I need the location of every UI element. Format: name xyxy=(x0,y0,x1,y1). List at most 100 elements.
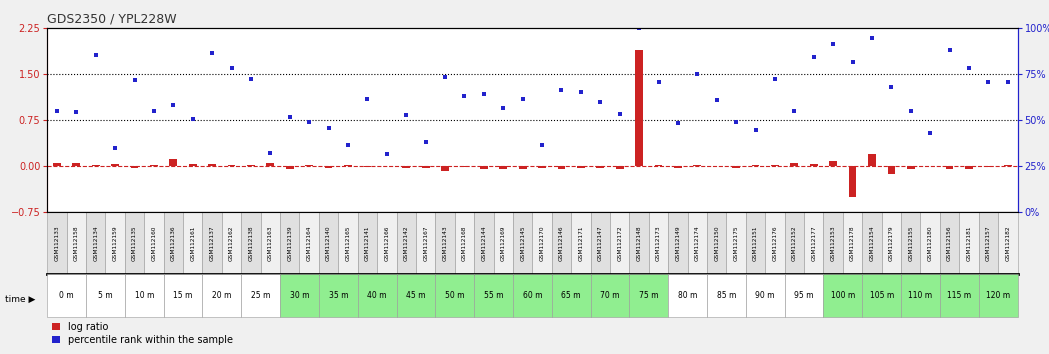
Bar xyxy=(325,166,333,167)
Bar xyxy=(869,154,876,166)
Bar xyxy=(47,212,67,274)
Bar xyxy=(1004,165,1011,166)
Bar xyxy=(611,212,629,274)
Text: GSM112176: GSM112176 xyxy=(772,225,777,261)
Bar xyxy=(358,274,397,317)
Text: GSM112158: GSM112158 xyxy=(73,225,79,261)
Bar xyxy=(693,165,701,166)
Bar xyxy=(53,163,61,166)
Text: 40 m: 40 m xyxy=(367,291,387,300)
Bar xyxy=(648,212,668,274)
Text: 0 m: 0 m xyxy=(60,291,73,300)
Bar xyxy=(164,212,183,274)
Bar xyxy=(791,163,798,166)
Text: 65 m: 65 m xyxy=(561,291,581,300)
Text: GSM112146: GSM112146 xyxy=(559,225,564,261)
Bar xyxy=(591,274,629,317)
Bar xyxy=(921,212,940,274)
Text: GSM112134: GSM112134 xyxy=(93,225,99,261)
Bar xyxy=(552,274,591,317)
Bar xyxy=(415,212,435,274)
Text: 30 m: 30 m xyxy=(290,291,309,300)
Text: GSM112162: GSM112162 xyxy=(229,225,234,261)
Bar xyxy=(519,166,527,170)
Bar xyxy=(422,166,429,168)
Text: 75 m: 75 m xyxy=(639,291,659,300)
Bar xyxy=(901,274,940,317)
Text: GSM112155: GSM112155 xyxy=(908,225,914,261)
Text: GSM112138: GSM112138 xyxy=(249,225,254,261)
Bar xyxy=(688,212,707,274)
Bar xyxy=(985,166,992,167)
Bar xyxy=(771,165,778,166)
Bar xyxy=(66,212,86,274)
Bar xyxy=(150,165,157,166)
Text: GSM112173: GSM112173 xyxy=(656,225,661,261)
Text: GSM112133: GSM112133 xyxy=(55,225,60,261)
Text: 80 m: 80 m xyxy=(678,291,698,300)
Text: 45 m: 45 m xyxy=(406,291,426,300)
Bar xyxy=(785,274,823,317)
Text: GSM112175: GSM112175 xyxy=(733,225,738,261)
Bar xyxy=(732,166,740,167)
Text: GSM112154: GSM112154 xyxy=(870,225,875,261)
Text: 120 m: 120 m xyxy=(986,291,1010,300)
Bar xyxy=(538,166,545,168)
Text: GSM112137: GSM112137 xyxy=(210,225,215,261)
Text: GSM112150: GSM112150 xyxy=(714,225,720,261)
Text: GSM112178: GSM112178 xyxy=(850,225,855,261)
Bar xyxy=(435,212,455,274)
Bar xyxy=(552,212,571,274)
Bar xyxy=(86,212,105,274)
Bar xyxy=(668,212,688,274)
Bar xyxy=(266,163,274,166)
Text: GSM112157: GSM112157 xyxy=(986,225,991,261)
Bar xyxy=(300,212,319,274)
Bar xyxy=(746,212,765,274)
Bar xyxy=(577,166,584,168)
Bar xyxy=(164,274,202,317)
Text: GSM112163: GSM112163 xyxy=(267,225,273,261)
Bar xyxy=(843,212,862,274)
Bar xyxy=(513,274,552,317)
Bar xyxy=(222,212,241,274)
Bar xyxy=(752,165,759,166)
Bar xyxy=(105,212,125,274)
Bar xyxy=(72,163,80,166)
Bar xyxy=(571,212,591,274)
Text: GSM112151: GSM112151 xyxy=(753,225,758,261)
Bar xyxy=(435,274,474,317)
Text: 115 m: 115 m xyxy=(947,291,971,300)
Text: GSM112168: GSM112168 xyxy=(462,225,467,261)
Bar xyxy=(804,212,823,274)
Text: 110 m: 110 m xyxy=(908,291,933,300)
Bar xyxy=(261,212,280,274)
Text: GSM112161: GSM112161 xyxy=(190,226,195,261)
Text: 85 m: 85 m xyxy=(716,291,736,300)
Bar xyxy=(887,166,895,174)
Bar xyxy=(319,212,338,274)
Text: 20 m: 20 m xyxy=(212,291,232,300)
Text: GSM112141: GSM112141 xyxy=(365,225,370,261)
Bar xyxy=(241,274,280,317)
Bar xyxy=(209,164,216,166)
Text: 55 m: 55 m xyxy=(484,291,504,300)
Bar xyxy=(597,166,604,168)
Text: 15 m: 15 m xyxy=(173,291,193,300)
Bar xyxy=(145,212,164,274)
Bar xyxy=(940,212,959,274)
Bar xyxy=(189,164,196,166)
Text: 105 m: 105 m xyxy=(870,291,894,300)
Bar xyxy=(131,166,138,168)
Text: 50 m: 50 m xyxy=(445,291,465,300)
Bar xyxy=(810,164,817,166)
Bar xyxy=(959,212,979,274)
Text: GSM112144: GSM112144 xyxy=(481,225,487,261)
Bar xyxy=(636,50,643,166)
Bar xyxy=(668,274,707,317)
Text: GSM112172: GSM112172 xyxy=(617,225,622,261)
Bar xyxy=(319,274,358,317)
Bar xyxy=(999,212,1018,274)
Text: GSM112180: GSM112180 xyxy=(927,225,933,261)
Bar xyxy=(461,166,468,167)
